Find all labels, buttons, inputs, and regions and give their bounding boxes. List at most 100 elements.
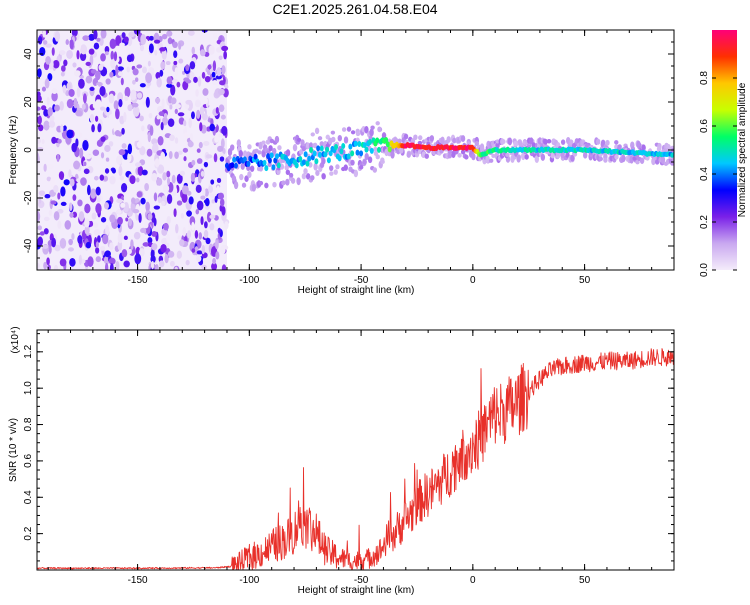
noise-cell (92, 101, 98, 109)
noise-cell (119, 115, 125, 125)
noise-cell (51, 88, 58, 95)
noise-cell (117, 240, 123, 251)
colorbar-tick-label: 0.8 (699, 71, 710, 85)
noise-cell (212, 32, 218, 40)
noise-cell (168, 150, 173, 159)
noise-cell (161, 33, 168, 40)
noise-cell (202, 88, 209, 96)
noise-cell (43, 216, 50, 222)
signal-halo-cell (605, 139, 610, 146)
noise-cell (219, 80, 226, 86)
noise-cell (139, 115, 144, 122)
colorbar-tick-label: 0.4 (699, 167, 710, 181)
noise-cell (38, 124, 44, 132)
noise-cell (78, 211, 85, 222)
noise-cell (65, 39, 69, 46)
noise-cell (148, 43, 154, 54)
snr-plot: -150 -100 -50 0 50 0.2 0.4 0.6 0.8 1.0 1.2 Height… (8, 326, 675, 596)
signal-halo-cell (341, 127, 347, 132)
colorbar-gradient (712, 30, 737, 270)
noise-cell (115, 260, 120, 270)
signal-halo-cell (343, 164, 348, 171)
signal-halo-cell (364, 152, 369, 161)
noise-cell (215, 106, 219, 114)
noise-cell (54, 104, 60, 112)
noise-cell (60, 71, 65, 77)
signal-cell (294, 162, 299, 169)
noise-cell (45, 55, 51, 65)
noise-cell (37, 152, 40, 164)
signal-cell (232, 156, 237, 163)
noise-cell (123, 111, 127, 123)
signal-halo-cell (534, 155, 540, 163)
noise-cell (82, 35, 90, 41)
noise-cell (185, 259, 190, 266)
signal-halo-cell (355, 131, 361, 137)
noise-cell (37, 236, 44, 247)
noise-cell (41, 105, 47, 111)
noise-cell (199, 122, 203, 132)
noise-cell (134, 253, 142, 265)
noise-cell (83, 161, 87, 167)
noise-cell (66, 49, 73, 59)
colorbar: 0.0 0.2 0.4 0.6 0.8 Normalized spectral ampl… (699, 30, 748, 277)
signal-cell (328, 150, 333, 157)
noise-cell (95, 186, 101, 196)
signal-halo-cell (670, 161, 674, 166)
signal-halo-cell (301, 173, 307, 180)
noise-cell (167, 118, 175, 127)
signal-halo-cell (231, 175, 237, 182)
signal-halo-cell (529, 137, 534, 145)
noise-cell (115, 108, 120, 120)
noise-cell (104, 144, 111, 153)
noise-cell (201, 264, 207, 270)
noise-cell (71, 30, 78, 37)
noise-cell (165, 61, 171, 66)
noise-cell (95, 241, 99, 248)
noise-cell (187, 30, 195, 36)
noise-cell (132, 79, 136, 85)
noise-cell (92, 149, 100, 156)
noise-cell (97, 235, 101, 243)
snr-y-multiplier: (x10⁴) (10, 326, 21, 353)
signal-halo-cell (583, 151, 588, 159)
signal-cell (317, 151, 322, 158)
noise-cell (46, 176, 52, 182)
noise-cell (182, 147, 189, 153)
noise-cell (149, 125, 154, 136)
noise-cell (133, 231, 141, 240)
signal-halo-cell (285, 169, 291, 176)
noise-cell (85, 241, 92, 249)
noise-cell (156, 77, 162, 88)
noise-cell (205, 237, 211, 245)
noise-cell (189, 133, 194, 141)
noise-cell (204, 97, 208, 104)
y-tick-label: 20 (23, 96, 34, 108)
noise-cell (125, 217, 129, 222)
signal-cell (233, 162, 238, 169)
x-tick-label: 50 (579, 275, 591, 286)
noise-cell (89, 220, 94, 227)
noise-cell (93, 30, 98, 40)
signal-cell (305, 160, 310, 167)
noise-cell (199, 49, 206, 57)
noise-cell (176, 81, 181, 88)
noise-cell (78, 132, 83, 138)
noise-cell (41, 139, 45, 145)
noise-cell (143, 221, 149, 229)
noise-cell (217, 192, 225, 200)
noise-cell (211, 199, 216, 204)
noise-cell (176, 173, 183, 184)
noise-cell (82, 93, 87, 104)
noise-cell (213, 153, 218, 163)
noise-cell (188, 117, 192, 129)
noise-cell (190, 111, 195, 120)
noise-cell (54, 244, 61, 252)
signal-cell (307, 155, 312, 162)
signal-halo-cell (413, 134, 418, 141)
noise-cell (157, 135, 164, 146)
y-tick-label: 40 (23, 48, 34, 60)
noise-cell (75, 110, 83, 117)
noise-cell (87, 250, 93, 257)
noise-cell (221, 125, 228, 136)
